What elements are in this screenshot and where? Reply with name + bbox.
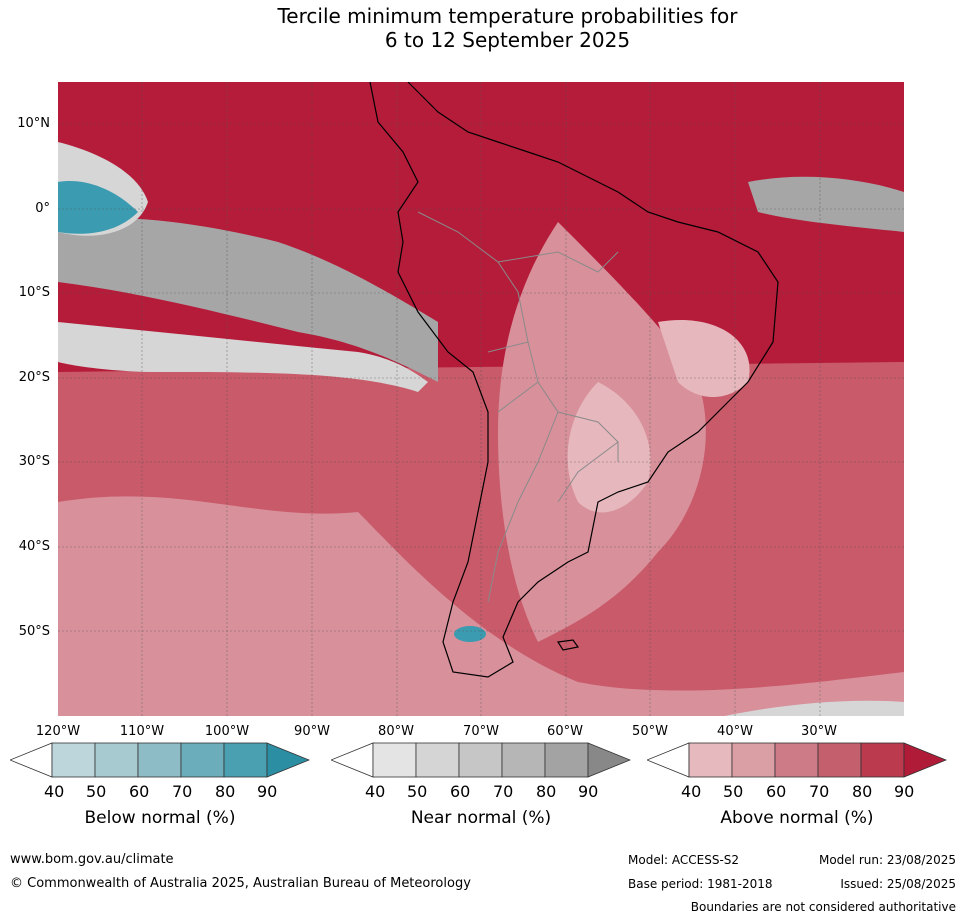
model-run: Model run: 23/08/2025 xyxy=(818,853,956,867)
near-normal-title: Near normal (%) xyxy=(410,808,552,828)
lat-label-10n: 10°N xyxy=(17,116,50,131)
near-cbar-bin-5 xyxy=(544,742,589,778)
near-tick-90: 90 xyxy=(578,782,599,801)
falkland-islands xyxy=(556,639,580,651)
lat-label-20s: 20°S xyxy=(18,370,50,385)
near-cbar-max xyxy=(587,742,631,778)
above-tick-70: 70 xyxy=(809,782,830,801)
lon-label-40w: 40°W xyxy=(717,724,753,739)
lat-label-10s: 10°S xyxy=(18,285,50,300)
above-cbar-bin-5 xyxy=(860,742,905,778)
lon-label-30w: 30°W xyxy=(801,724,837,739)
near-cbar-bin-3 xyxy=(458,742,503,778)
near-normal-south xyxy=(698,700,904,716)
below-cbar-min xyxy=(10,742,53,778)
below-tick-50: 50 xyxy=(86,782,107,801)
below-tick-60: 60 xyxy=(129,782,150,801)
lon-label-60w: 60°W xyxy=(547,724,583,739)
disclaimer: Boundaries are not considered authoritat… xyxy=(690,900,956,914)
below-normal-title: Below normal (%) xyxy=(84,808,236,828)
below-tick-90: 90 xyxy=(257,782,278,801)
below-normal-patch xyxy=(58,181,138,234)
base-period: Base period: 1981-2018 xyxy=(628,877,773,891)
lat-label-0: 0° xyxy=(35,201,50,216)
lat-label-30s: 30°S xyxy=(18,454,50,469)
country-borders xyxy=(417,211,619,603)
above-cbar-bin-4 xyxy=(817,742,862,778)
below-tick-40: 40 xyxy=(44,782,65,801)
near-normal-band xyxy=(58,218,438,382)
lon-label-90w: 90°W xyxy=(294,724,330,739)
above-light-south xyxy=(58,496,904,716)
near-normal-colorbar xyxy=(331,742,631,778)
near-cbar-bin-4 xyxy=(501,742,546,778)
near-cbar-min xyxy=(331,742,374,778)
above-cbar-bin-2 xyxy=(731,742,776,778)
issued-date: Issued: 25/08/2025 xyxy=(840,877,956,891)
near-tick-40: 40 xyxy=(365,782,386,801)
below-normal-patagonia xyxy=(454,626,486,642)
above-tick-80: 80 xyxy=(852,782,873,801)
website-link[interactable]: www.bom.gov.au/climate xyxy=(10,852,174,867)
above-faint-inland xyxy=(567,382,651,513)
above-normal-title: Above normal (%) xyxy=(720,808,874,828)
above-tick-90: 90 xyxy=(894,782,915,801)
lat-label-40s: 40°S xyxy=(18,539,50,554)
above-tick-40: 40 xyxy=(681,782,702,801)
title-line-1: Tercile minimum temperature probabilitie… xyxy=(277,4,738,28)
above-cbar-bin-3 xyxy=(774,742,819,778)
below-normal-colorbar xyxy=(10,742,310,778)
above-cbar-bin-1 xyxy=(688,742,733,778)
near-normal-atlantic xyxy=(748,176,904,232)
below-cbar-bin-3 xyxy=(137,742,182,778)
below-cbar-bin-1 xyxy=(51,742,96,778)
near-tick-50: 50 xyxy=(407,782,428,801)
lon-label-70w: 70°W xyxy=(463,724,499,739)
lon-label-120w: 120°W xyxy=(35,724,81,739)
below-tick-70: 70 xyxy=(172,782,193,801)
below-cbar-bin-4 xyxy=(180,742,225,778)
below-cbar-bin-5 xyxy=(223,742,268,778)
probability-map xyxy=(58,82,904,716)
near-tick-60: 60 xyxy=(450,782,471,801)
near-cbar-bin-2 xyxy=(415,742,460,778)
below-cbar-max xyxy=(266,742,310,778)
lat-label-50s: 50°S xyxy=(18,624,50,639)
near-cbar-bin-1 xyxy=(372,742,417,778)
map-title: Tercile minimum temperature probabilitie… xyxy=(0,4,965,52)
model-info: Model: ACCESS-S2 xyxy=(628,853,740,867)
lon-label-100w: 100°W xyxy=(204,724,250,739)
map-svg xyxy=(58,82,904,716)
graticule xyxy=(58,82,904,716)
lon-label-110w: 110°W xyxy=(119,724,165,739)
above-tick-60: 60 xyxy=(766,782,787,801)
copyright: © Commonwealth of Australia 2025, Austra… xyxy=(10,876,471,891)
south-america-coastline xyxy=(369,82,779,678)
below-tick-80: 80 xyxy=(215,782,236,801)
above-cbar-max xyxy=(903,742,947,778)
above-normal-colorbar xyxy=(647,742,947,778)
near-normal-light-band xyxy=(58,322,428,392)
lon-label-80w: 80°W xyxy=(378,724,414,739)
title-line-2: 6 to 12 September 2025 xyxy=(384,28,631,52)
below-cbar-bin-2 xyxy=(94,742,139,778)
above-cbar-min xyxy=(647,742,690,778)
near-tick-70: 70 xyxy=(493,782,514,801)
above-tick-50: 50 xyxy=(723,782,744,801)
near-tick-80: 80 xyxy=(536,782,557,801)
lon-label-50w: 50°W xyxy=(632,724,668,739)
